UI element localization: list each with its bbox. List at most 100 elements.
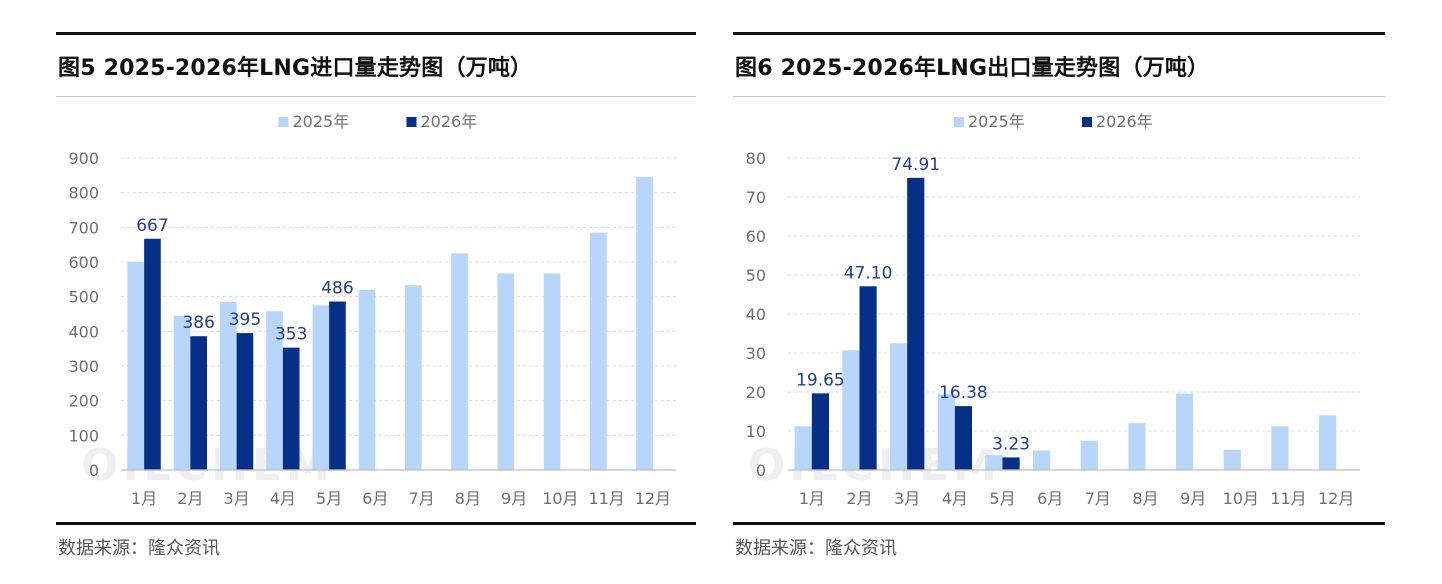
- x-tick-label: 11月: [588, 489, 624, 508]
- x-tick-label: 6月: [362, 489, 388, 508]
- legend-swatch: [954, 117, 964, 127]
- bar-2025: [1128, 423, 1146, 470]
- import-chart-panel: 图5 2025-2026年LNG进口量走势图（万吨） 0 100 200 300 400…: [56, 0, 696, 584]
- x-tick-label: 7月: [1085, 489, 1111, 508]
- x-tick-label: 8月: [455, 489, 481, 508]
- x-tick-label: 11月: [1270, 489, 1306, 508]
- title-divider: [733, 96, 1385, 97]
- data-label: 16.38: [939, 383, 988, 403]
- import-bar-chart: 0100200300400500600700800900OILCHEM66738…: [68, 112, 676, 508]
- y-tick-label: 700: [68, 218, 99, 237]
- x-tick-label: 9月: [501, 489, 527, 508]
- x-tick-label: 1月: [131, 489, 157, 508]
- x-tick-label: 12月: [635, 489, 671, 508]
- legend-swatch: [406, 117, 417, 127]
- bar-2025: [636, 177, 653, 471]
- x-tick-label: 4月: [270, 489, 296, 508]
- data-label: 3.23: [992, 434, 1030, 454]
- bar-2025: [890, 343, 908, 470]
- bar-2025: [312, 305, 330, 470]
- bottom-rule: [56, 522, 696, 525]
- legend-label: 2025年: [968, 112, 1025, 131]
- bar-2025: [1080, 440, 1098, 470]
- x-tick-label: 10月: [542, 489, 578, 508]
- bar-2025: [497, 273, 515, 470]
- y-tick-label: 100: [68, 426, 99, 445]
- y-tick-label: 20: [746, 383, 766, 402]
- bar-2026: [144, 238, 161, 470]
- bar-2025: [266, 311, 283, 470]
- y-tick-label: 10: [746, 422, 766, 441]
- data-label: 395: [229, 310, 261, 330]
- data-source: 数据来源：隆众资讯: [735, 538, 897, 559]
- y-tick-label: 500: [68, 288, 99, 307]
- bar-2025: [937, 393, 955, 470]
- x-tick-label: 3月: [894, 489, 920, 508]
- bar-2025: [543, 273, 561, 470]
- chart-title: 图5 2025-2026年LNG进口量走势图（万吨）: [58, 56, 533, 81]
- bar-2026: [329, 301, 346, 470]
- x-tick-label: 5月: [989, 489, 1015, 508]
- legend-swatch: [1082, 117, 1092, 127]
- bar-2025: [1319, 415, 1337, 470]
- bar-2026: [190, 336, 208, 470]
- bar-2025: [1223, 449, 1241, 470]
- bar-2026: [236, 333, 254, 470]
- y-tick-label: 0: [756, 461, 766, 480]
- y-tick-label: 60: [746, 227, 766, 246]
- export-chart-panel: 图6 2025-2026年LNG出口量走势图（万吨） 0 10 20 30 40 50 60…: [733, 0, 1385, 584]
- bar-2025: [404, 285, 422, 470]
- legend-label: 2025年: [293, 112, 350, 131]
- data-label: 353: [275, 325, 307, 345]
- bar-2025: [794, 426, 812, 470]
- data-label: 19.65: [796, 370, 845, 390]
- bar-2025: [1033, 450, 1051, 470]
- bar-2025: [173, 315, 191, 470]
- chart-title: 图6 2025-2026年LNG出口量走势图（万吨）: [735, 56, 1210, 81]
- bar-2025: [985, 455, 1003, 470]
- bar-2026: [859, 286, 877, 470]
- legend-swatch: [278, 117, 289, 127]
- y-tick-label: 30: [746, 344, 766, 363]
- y-tick-label: 200: [68, 392, 99, 411]
- data-label: 667: [136, 216, 168, 236]
- x-tick-label: 1月: [799, 489, 825, 508]
- bar-2026: [811, 393, 829, 470]
- y-tick-label: 70: [746, 188, 766, 207]
- bar-2026: [954, 406, 972, 470]
- data-label: 74.91: [891, 155, 940, 175]
- bar-2025: [219, 301, 237, 470]
- x-tick-label: 2月: [177, 489, 203, 508]
- x-tick-label: 10月: [1223, 489, 1259, 508]
- x-tick-label: 8月: [1132, 489, 1158, 508]
- y-tick-label: 400: [68, 322, 99, 341]
- data-label: 47.10: [844, 263, 893, 283]
- x-tick-label: 5月: [316, 489, 342, 508]
- legend-label: 2026年: [1096, 112, 1153, 131]
- y-tick-label: 40: [746, 305, 766, 324]
- bar-2026: [1002, 457, 1020, 470]
- y-tick-label: 800: [68, 184, 99, 203]
- y-tick-label: 900: [68, 149, 99, 168]
- export-bar-chart: 01020304050607080OILCHEM19.6547.1074.911…: [746, 112, 1360, 508]
- y-tick-label: 50: [746, 266, 766, 285]
- data-label: 486: [321, 279, 353, 299]
- y-tick-label: 600: [68, 253, 99, 272]
- top-rule: [56, 32, 696, 35]
- bar-2025: [1271, 426, 1289, 470]
- bar-2026: [907, 177, 925, 470]
- bar-2025: [589, 232, 607, 470]
- data-source: 数据来源：隆众资讯: [58, 538, 220, 559]
- data-label: 386: [182, 313, 214, 333]
- x-tick-label: 7月: [409, 489, 435, 508]
- bar-2025: [451, 253, 468, 470]
- bar-2026: [282, 347, 300, 470]
- y-tick-label: 300: [68, 357, 99, 376]
- x-tick-label: 12月: [1318, 489, 1354, 508]
- bar-2025: [358, 289, 376, 470]
- bar-2025: [842, 350, 860, 470]
- y-tick-label: 80: [746, 149, 766, 168]
- x-tick-label: 6月: [1037, 489, 1063, 508]
- y-tick-label: 0: [89, 461, 99, 480]
- title-divider: [56, 96, 696, 97]
